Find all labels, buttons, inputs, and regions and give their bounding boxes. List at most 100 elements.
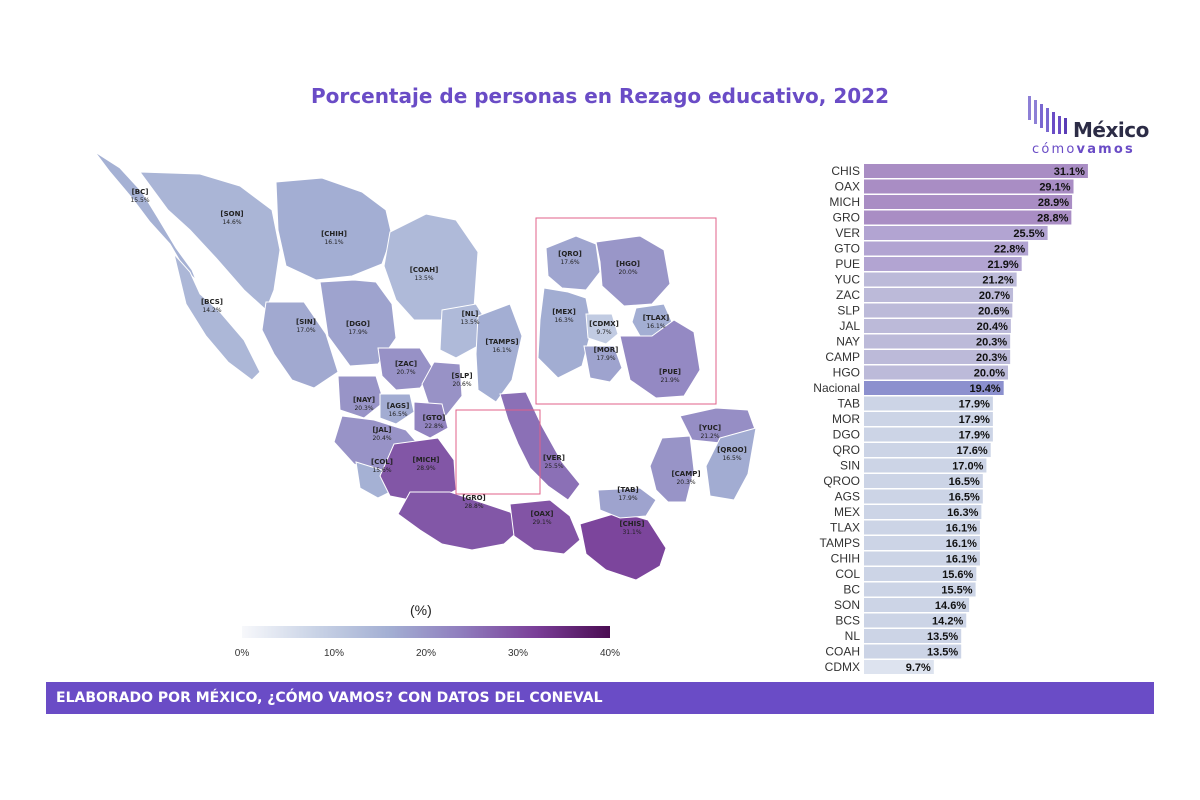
map-region-value: 14.6% xyxy=(222,219,241,226)
bar xyxy=(864,660,934,674)
map-region-value: 28.8% xyxy=(464,503,483,510)
bar-value-label: 13.5% xyxy=(927,631,958,643)
legend-tick: 10% xyxy=(323,648,345,659)
bar-category-label: TAMPS xyxy=(820,536,860,550)
legend-unit: (%) xyxy=(410,602,432,618)
bar-value-label: 17.9% xyxy=(959,399,990,411)
bar-value-label: 16.1% xyxy=(946,538,977,550)
map-region-label: [OAX] xyxy=(531,510,554,518)
bar-category-label: CDMX xyxy=(825,660,860,674)
bar-value-label: 14.6% xyxy=(935,600,966,612)
map-region-label: [GRO] xyxy=(462,494,486,502)
bar xyxy=(864,458,987,473)
legend-tick: 30% xyxy=(507,648,529,659)
bar xyxy=(864,489,983,504)
inset-region xyxy=(537,287,593,379)
bar-category-label: QROO xyxy=(823,474,860,488)
bar-category-label: SON xyxy=(834,598,860,612)
logo-bars-icon xyxy=(1028,96,1067,134)
bar xyxy=(864,272,1017,287)
bar xyxy=(864,505,982,519)
map-region-label: [YUC] xyxy=(699,424,721,432)
bar xyxy=(864,257,1022,271)
bar xyxy=(864,474,983,488)
bar-value-label: 17.9% xyxy=(959,414,990,426)
bar-category-label: MOR xyxy=(832,412,860,426)
bar-category-label: CHIH xyxy=(831,552,860,566)
bar-chart: CHIS 31.1% OAX 29.1% MICH 28.9% GRO 28.8% VER 25.… xyxy=(813,164,1088,674)
bar-category-label: NL xyxy=(845,629,861,643)
footer-text: ELABORADO POR MÉXICO, ¿CÓMO VAMOS? CON D… xyxy=(56,690,603,706)
bar-value-label: 25.5% xyxy=(1013,228,1044,240)
bar-value-label: 16.1% xyxy=(946,523,977,535)
map-region-value: 17.9% xyxy=(348,329,367,336)
bar-value-label: 14.2% xyxy=(932,616,963,628)
bar-category-label: COL xyxy=(835,567,860,581)
map-region xyxy=(377,347,435,391)
bar-category-label: GTO xyxy=(834,242,860,256)
map-region-value: 16.5% xyxy=(388,411,407,418)
chart-title: Porcentaje de personas en Rezago educati… xyxy=(311,84,889,108)
map-region-value: 16.1% xyxy=(324,239,343,246)
legend-gradient xyxy=(242,626,610,638)
map-region-label: [ZAC] xyxy=(395,360,417,368)
legend-tick: 40% xyxy=(599,648,621,659)
bar-value-label: 28.8% xyxy=(1037,213,1068,225)
map-region xyxy=(94,151,197,281)
inset-region xyxy=(583,345,623,383)
map-region-value: 16.5% xyxy=(722,455,741,462)
bar xyxy=(864,567,977,581)
map-region-label: [NAY] xyxy=(353,396,375,404)
bar xyxy=(864,536,980,550)
bar xyxy=(864,427,993,442)
map-region xyxy=(261,301,339,389)
map-region-label: [BCS] xyxy=(201,298,223,306)
bar-category-label: COAH xyxy=(825,645,860,659)
map-region-label: [SIN] xyxy=(296,318,316,326)
bar-category-label: JAL xyxy=(839,319,860,333)
inset-region-value: 20.0% xyxy=(618,269,637,276)
choropleth-map: [BC]15.5%[SON]14.6%[CHIH]16.1%[COAH]13.5… xyxy=(94,151,757,581)
map-region-label: [JAL] xyxy=(373,426,392,434)
map-region-label: [TAB] xyxy=(617,486,638,494)
map-region-value: 29.1% xyxy=(532,519,551,526)
bar xyxy=(864,365,1008,380)
bar xyxy=(864,520,980,535)
inset-region xyxy=(545,235,601,291)
map-region-label: [BC] xyxy=(132,188,149,196)
color-legend: (%) 0% 10% 20% 30% 40% xyxy=(230,600,630,670)
map-region-value: 22.8% xyxy=(424,423,443,430)
bar xyxy=(864,551,980,566)
bar-value-label: 22.8% xyxy=(994,244,1025,256)
bar-value-label: 16.5% xyxy=(949,476,980,488)
map-region-label: [CHIH] xyxy=(321,230,347,238)
bar-category-label: SLP xyxy=(837,304,860,318)
bar xyxy=(864,412,993,426)
map-region-label: [SLP] xyxy=(451,372,472,380)
inset-map-states xyxy=(537,235,701,399)
inset-locator-box xyxy=(455,409,541,495)
bar-category-label: MICH xyxy=(829,195,860,209)
inset-region-label: [CDMX] xyxy=(589,320,619,328)
map-region-label: [NL] xyxy=(462,310,479,318)
bar-category-label: Nacional xyxy=(813,381,860,395)
map-region-value: 17.9% xyxy=(618,495,637,502)
bar xyxy=(864,164,1088,178)
map-region xyxy=(705,427,757,501)
inset-region xyxy=(595,235,671,307)
bar xyxy=(864,226,1048,240)
brand-logo: México cómovamos xyxy=(1028,96,1158,158)
bar xyxy=(864,319,1011,333)
map-region xyxy=(379,393,415,425)
logo-word-como: cómo xyxy=(1032,142,1077,157)
bar xyxy=(864,241,1029,256)
bar-category-label: BC xyxy=(843,583,860,597)
map-region xyxy=(138,171,281,311)
bar-value-label: 15.5% xyxy=(941,585,972,597)
bar-category-label: CAMP xyxy=(825,350,860,364)
inset-region-label: [HGO] xyxy=(616,260,640,268)
map-region xyxy=(173,253,261,381)
bar-value-label: 20.0% xyxy=(974,368,1005,380)
bar-category-label: TLAX xyxy=(830,521,860,535)
bar xyxy=(864,598,970,612)
